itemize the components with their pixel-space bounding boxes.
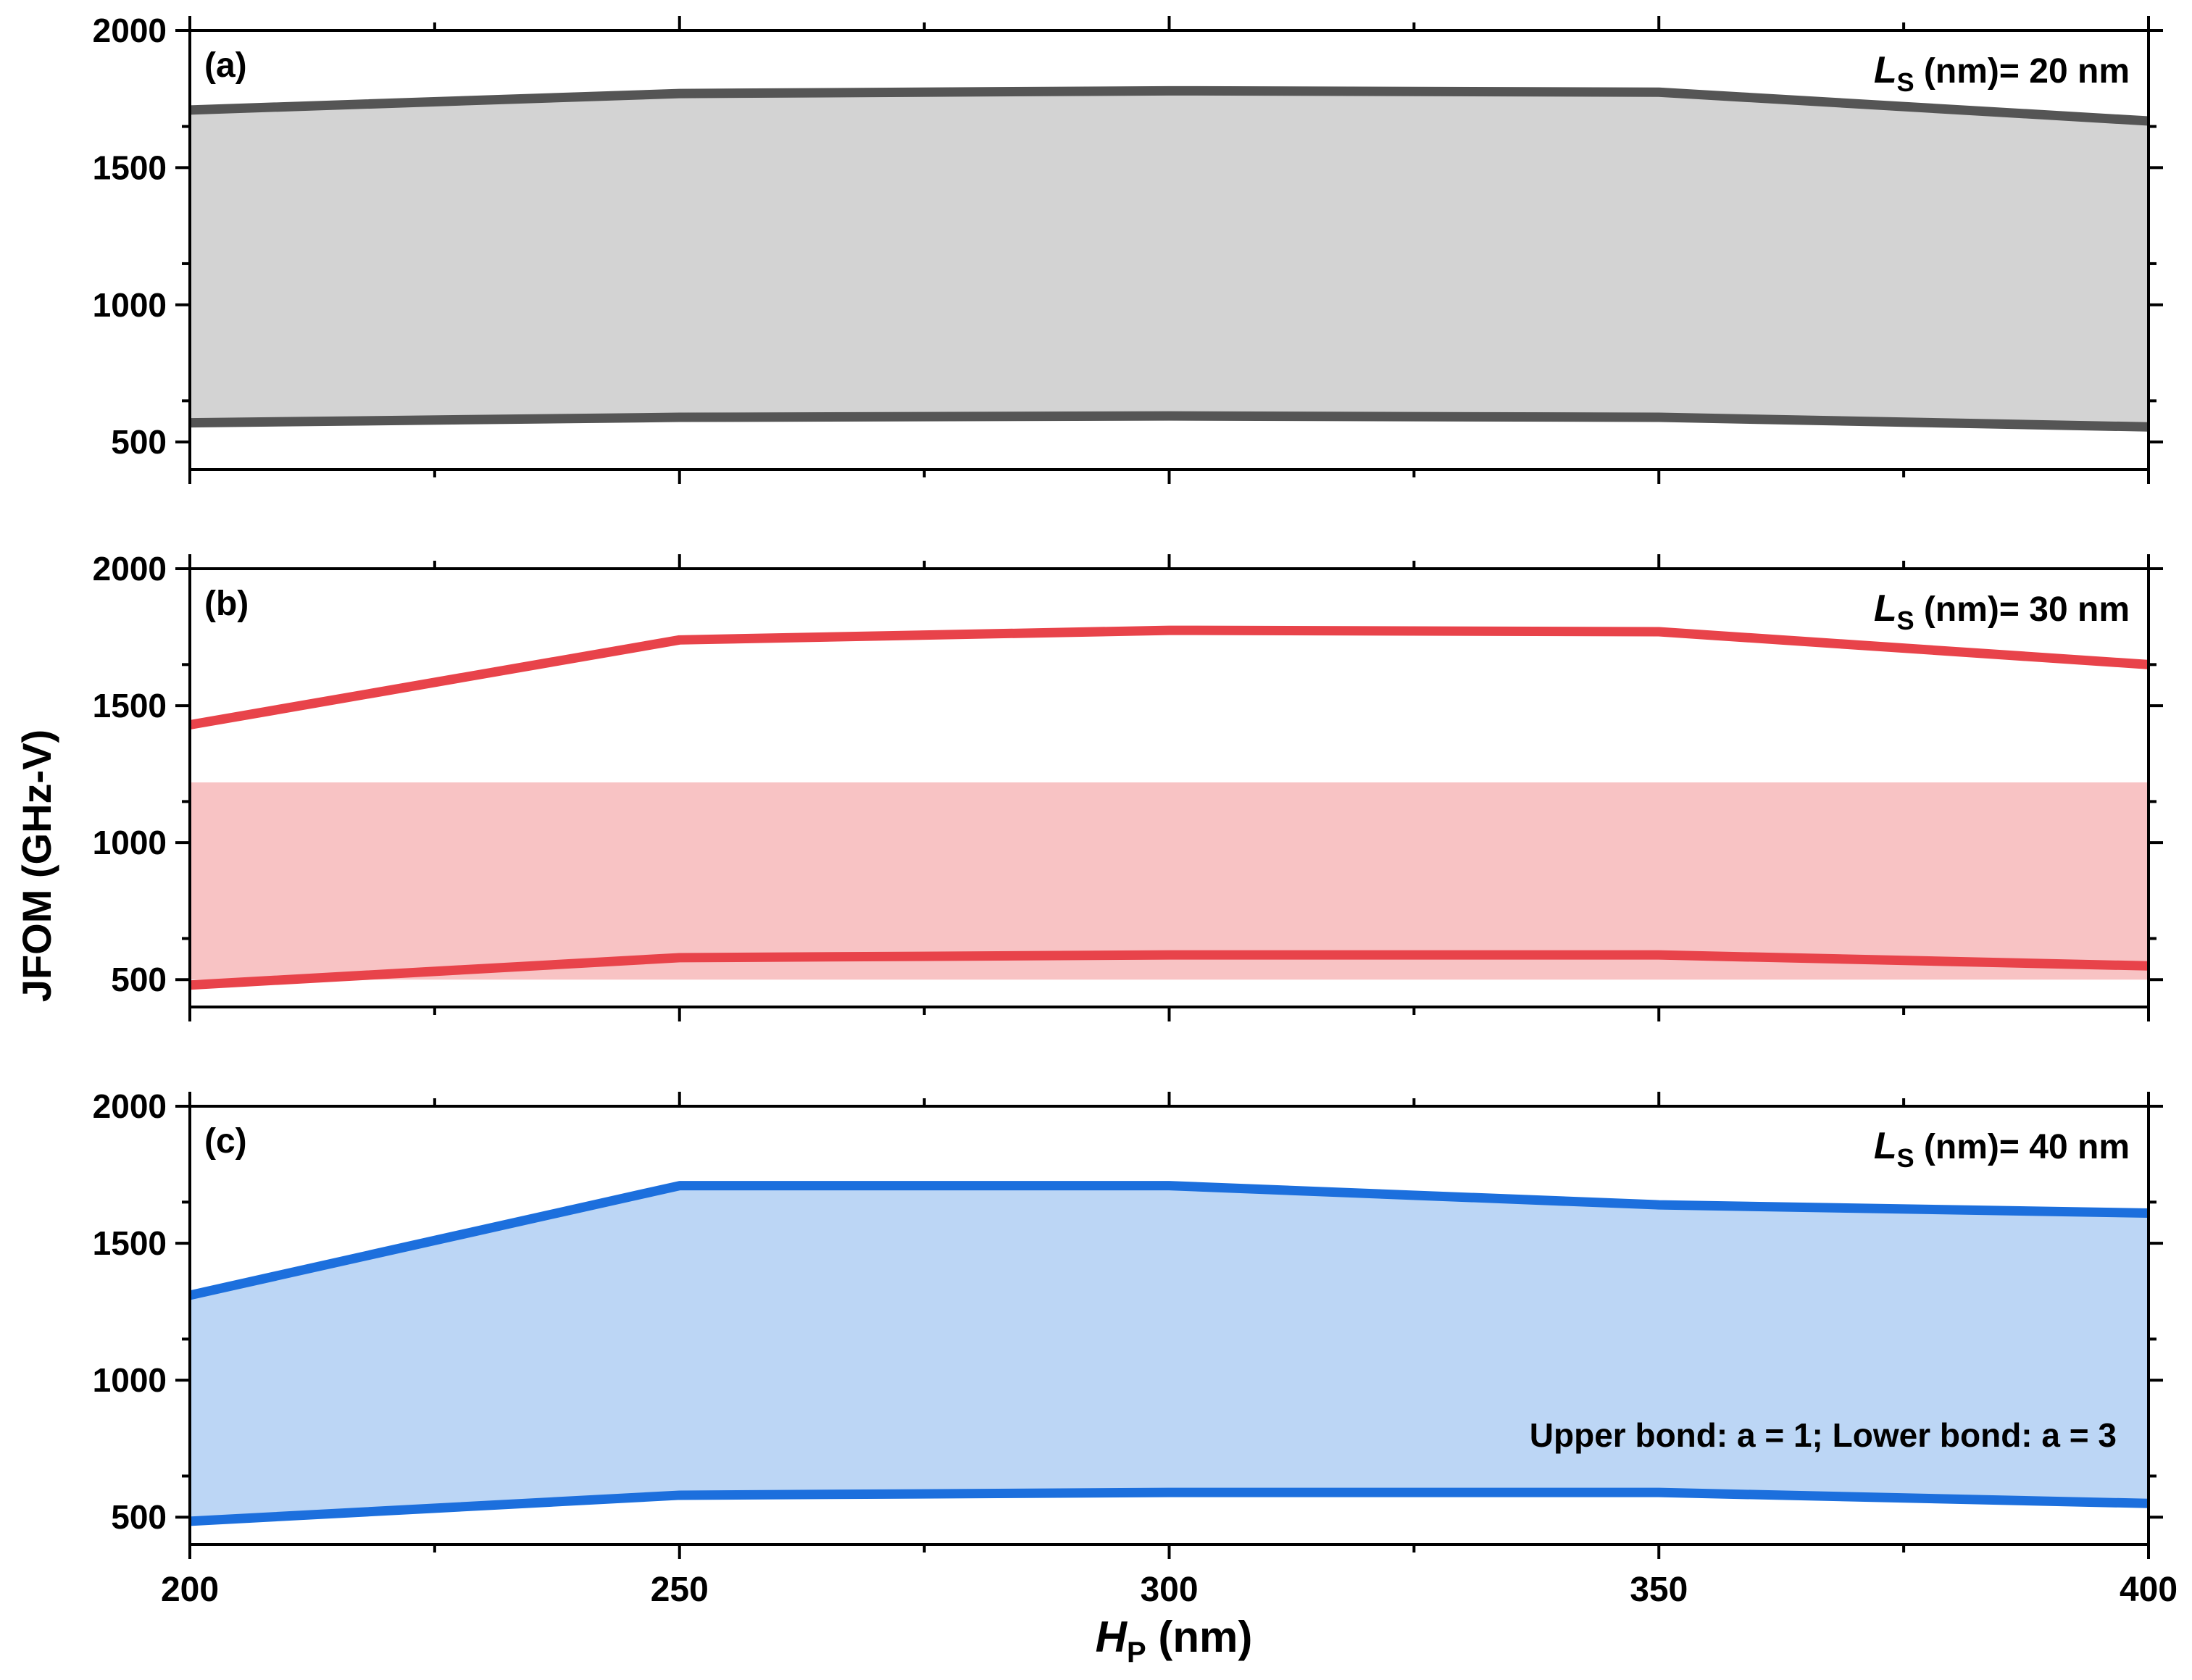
lower-bond-line xyxy=(189,950,2149,990)
panel-title-var: L xyxy=(1874,1125,1897,1167)
y-tick-label: 2000 xyxy=(93,550,167,588)
panel-title-text: (nm)= 30 nm xyxy=(1914,590,2130,629)
x-axis-label-var: H xyxy=(1096,1613,1128,1661)
x-axis-label: HP (nm) xyxy=(1096,1613,1253,1668)
upper-bond-line xyxy=(188,625,2149,730)
y-tick-label: 1500 xyxy=(93,149,167,186)
x-tick-label: 350 xyxy=(1630,1571,1688,1609)
shaded-region xyxy=(190,782,2149,980)
panel-b: 500 1000 1500 2000 (b) LS (nm)= 30 nm xyxy=(93,550,2163,1021)
x-tick-label: 400 xyxy=(2120,1571,2178,1609)
y-tick-label: 1000 xyxy=(93,286,167,324)
upper-bond-line xyxy=(188,1181,2149,1300)
panel-label: (b) xyxy=(204,585,249,623)
annotation: Upper bond: a = 1; Lower bond: a = 3 xyxy=(1530,1416,2117,1454)
panel-title: LS (nm)= 40 nm xyxy=(1874,1125,2130,1173)
panel-c: 500 1000 1500 2000 200 250 300 350 400 (c) LS (nm)… xyxy=(93,1087,2178,1609)
lower-bond-line xyxy=(189,1487,2149,1526)
shaded-region xyxy=(190,91,2149,427)
panel-title-var: L xyxy=(1874,588,1897,630)
panel-label: (c) xyxy=(204,1122,247,1161)
panel-title-text: (nm)= 40 nm xyxy=(1914,1128,2130,1166)
shaded-region xyxy=(190,1185,2149,1521)
y-tick-label: 2000 xyxy=(93,12,167,49)
y-tick-label: 1000 xyxy=(93,1361,167,1399)
panel-title-sub: S xyxy=(1897,67,1914,97)
panel-a: 500 1000 1500 2000 (a) LS (nm)= 20 nm xyxy=(93,12,2163,484)
panel-title-var: L xyxy=(1874,49,1897,91)
x-tick-label: 200 xyxy=(161,1571,219,1609)
y-tick-label: 1500 xyxy=(93,687,167,724)
y-tick-label: 2000 xyxy=(93,1087,167,1125)
panel-title-text: (nm)= 20 nm xyxy=(1914,52,2130,91)
panel-title: LS (nm)= 30 nm xyxy=(1874,588,2130,635)
panel-title: LS (nm)= 20 nm xyxy=(1874,49,2130,97)
panel-title-sub: S xyxy=(1897,606,1914,635)
y-tick-label: 500 xyxy=(111,961,167,998)
upper-bond-line xyxy=(189,85,2149,126)
y-tick-label: 1000 xyxy=(93,824,167,861)
x-tick-label: 250 xyxy=(651,1571,709,1609)
panel-title-sub: S xyxy=(1897,1143,1914,1173)
lower-bond-line xyxy=(189,411,2149,432)
panel-label: (a) xyxy=(204,46,247,85)
y-tick-label: 500 xyxy=(111,1498,167,1536)
y-axis-label: JFOM (GHz-V) xyxy=(14,730,59,1002)
y-tick-label: 500 xyxy=(111,423,167,461)
y-tick-label: 1500 xyxy=(93,1224,167,1262)
x-tick-label: 300 xyxy=(1140,1571,1198,1609)
x-axis-label-unit: (nm) xyxy=(1146,1613,1253,1661)
x-axis-label-sub: P xyxy=(1127,1637,1146,1668)
